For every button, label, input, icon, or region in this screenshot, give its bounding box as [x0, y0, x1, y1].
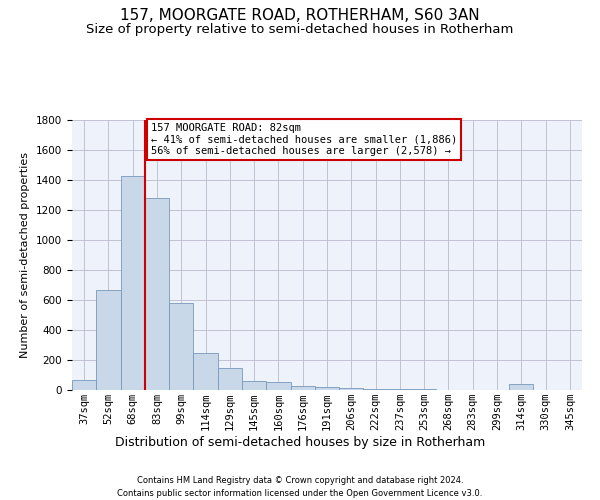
Bar [290, 386, 315, 390]
Text: 157, MOORGATE ROAD, ROTHERHAM, S60 3AN: 157, MOORGATE ROAD, ROTHERHAM, S60 3AN [120, 8, 480, 22]
Bar [96, 290, 121, 390]
Text: Size of property relative to semi-detached houses in Rotherham: Size of property relative to semi-detach… [86, 22, 514, 36]
Bar [218, 368, 242, 390]
Bar [242, 381, 266, 390]
Bar [339, 388, 364, 390]
Bar [412, 389, 436, 390]
Bar [72, 380, 96, 390]
Bar [315, 387, 339, 390]
Bar [145, 198, 169, 390]
Bar [266, 382, 290, 390]
Bar [121, 176, 145, 390]
Text: Contains HM Land Registry data © Crown copyright and database right 2024.: Contains HM Land Registry data © Crown c… [137, 476, 463, 485]
Text: Distribution of semi-detached houses by size in Rotherham: Distribution of semi-detached houses by … [115, 436, 485, 449]
Text: Contains public sector information licensed under the Open Government Licence v3: Contains public sector information licen… [118, 489, 482, 498]
Bar [169, 303, 193, 390]
Bar [364, 389, 388, 390]
Y-axis label: Number of semi-detached properties: Number of semi-detached properties [20, 152, 31, 358]
Text: 157 MOORGATE ROAD: 82sqm
← 41% of semi-detached houses are smaller (1,886)
56% o: 157 MOORGATE ROAD: 82sqm ← 41% of semi-d… [151, 123, 457, 156]
Bar [193, 352, 218, 390]
Bar [388, 389, 412, 390]
Bar [509, 384, 533, 390]
